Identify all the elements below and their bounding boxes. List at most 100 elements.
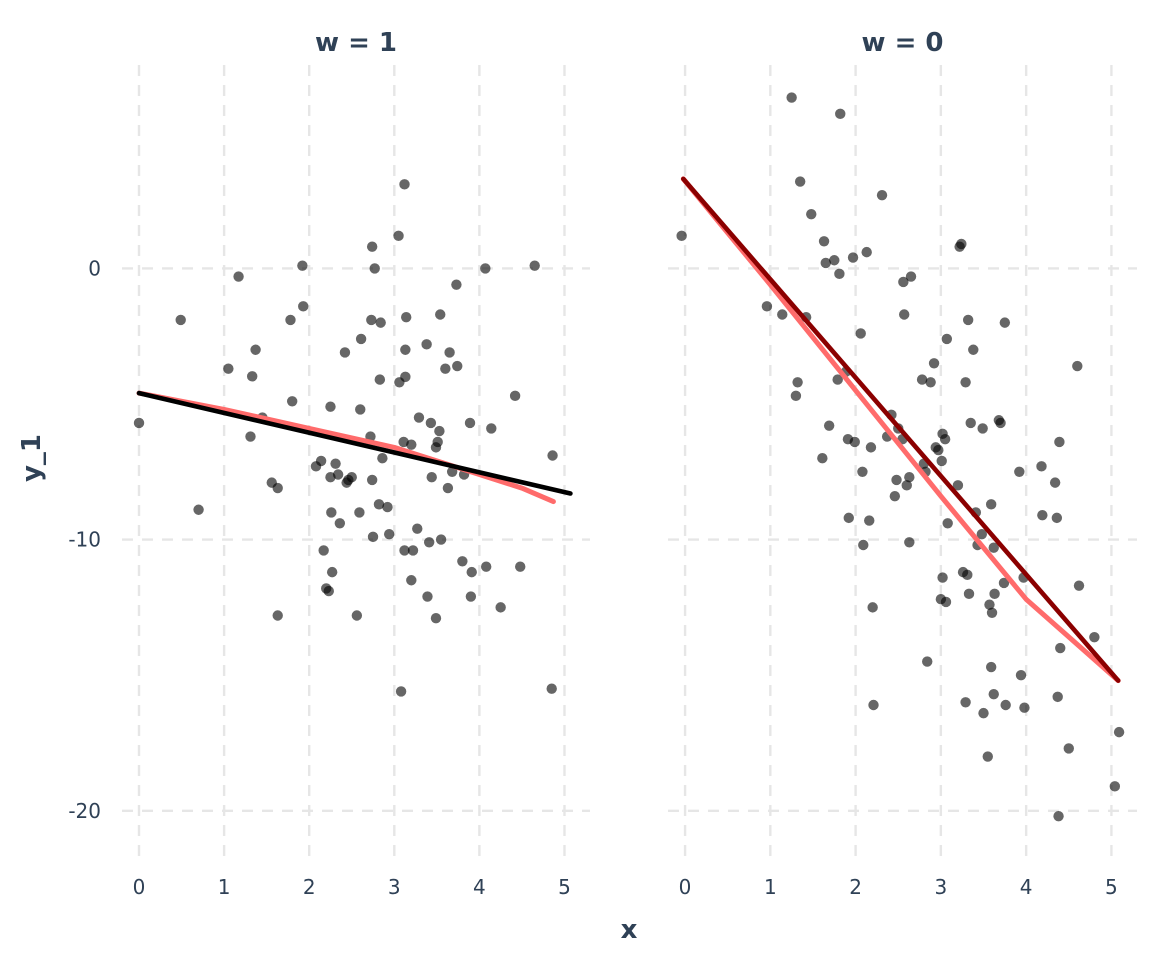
data-point bbox=[835, 108, 846, 120]
data-point bbox=[823, 420, 835, 431]
data-point bbox=[985, 499, 997, 510]
data-point bbox=[407, 545, 419, 556]
data-point bbox=[547, 450, 558, 461]
data-point bbox=[377, 453, 388, 464]
x-tick-label: 1 bbox=[764, 875, 777, 899]
data-point bbox=[942, 518, 953, 529]
data-point bbox=[858, 539, 869, 551]
data-point bbox=[985, 661, 997, 673]
data-point bbox=[515, 561, 526, 572]
data-point bbox=[334, 518, 346, 529]
data-point bbox=[435, 309, 446, 320]
data-point bbox=[1015, 669, 1027, 681]
x-tick-label: 2 bbox=[849, 875, 862, 899]
smooth-fit-line bbox=[680, 176, 1121, 684]
data-point bbox=[1000, 699, 1011, 711]
data-point bbox=[495, 602, 506, 613]
data-point bbox=[898, 276, 909, 288]
data-point bbox=[1072, 360, 1083, 372]
data-point bbox=[369, 263, 380, 274]
smooth-fit-line bbox=[136, 390, 556, 505]
data-point bbox=[480, 561, 492, 572]
data-point bbox=[529, 260, 540, 271]
data-point bbox=[956, 238, 967, 250]
data-point bbox=[1113, 726, 1125, 738]
data-point bbox=[1036, 461, 1047, 472]
x-tick-label: 2 bbox=[303, 875, 316, 899]
data-point bbox=[298, 301, 309, 312]
data-point bbox=[367, 531, 379, 543]
data-point bbox=[999, 317, 1011, 328]
data-point bbox=[867, 602, 878, 613]
data-point bbox=[904, 537, 915, 548]
data-point bbox=[399, 545, 410, 556]
data-point bbox=[1037, 509, 1048, 521]
data-point bbox=[847, 252, 859, 263]
data-point bbox=[330, 458, 341, 469]
data-point bbox=[355, 404, 366, 415]
data-point bbox=[861, 246, 872, 258]
data-point bbox=[223, 363, 234, 374]
data-point bbox=[998, 577, 1010, 589]
data-point bbox=[676, 230, 687, 242]
data-point bbox=[466, 566, 477, 578]
data-point bbox=[968, 344, 979, 355]
data-point bbox=[786, 92, 797, 103]
data-point bbox=[245, 431, 256, 442]
data-point bbox=[250, 344, 261, 355]
data-point bbox=[465, 591, 477, 602]
linear-fit-line bbox=[681, 176, 1121, 683]
data-point bbox=[401, 312, 412, 323]
data-point bbox=[399, 179, 410, 190]
data-point bbox=[434, 425, 445, 437]
data-point bbox=[406, 575, 417, 586]
data-point bbox=[374, 374, 386, 385]
data-point bbox=[325, 401, 336, 412]
data-point bbox=[480, 263, 491, 274]
data-point bbox=[928, 358, 940, 369]
data-point bbox=[286, 396, 298, 407]
data-point bbox=[962, 314, 974, 326]
data-point bbox=[889, 490, 901, 502]
panel-1: 0 1 2 3 4 5 w = 0 bbox=[668, 28, 1137, 899]
data-point bbox=[246, 371, 258, 382]
data-point bbox=[857, 466, 868, 477]
data-point bbox=[984, 599, 995, 610]
x-axis-title: x bbox=[621, 915, 638, 945]
data-point bbox=[834, 268, 845, 280]
data-point bbox=[425, 417, 437, 429]
data-point bbox=[546, 683, 557, 694]
data-point bbox=[351, 610, 363, 621]
data-point bbox=[233, 271, 244, 282]
x-tick-label: 0 bbox=[133, 875, 146, 899]
data-point bbox=[790, 390, 802, 402]
data-point bbox=[272, 610, 283, 621]
data-point bbox=[457, 556, 468, 567]
data-point bbox=[1051, 512, 1063, 524]
data-point bbox=[383, 528, 395, 540]
data-point bbox=[891, 474, 902, 486]
data-point bbox=[193, 504, 204, 515]
x-tick-label: 1 bbox=[218, 875, 231, 899]
data-point bbox=[413, 412, 425, 423]
data-point bbox=[901, 480, 912, 491]
data-point bbox=[1073, 580, 1085, 591]
data-point bbox=[326, 566, 338, 578]
x-tick-label: 4 bbox=[473, 875, 486, 899]
data-point bbox=[400, 371, 411, 383]
data-point bbox=[988, 542, 999, 553]
data-point bbox=[509, 390, 521, 402]
y-tick-label: -20 bbox=[68, 799, 101, 823]
x-tick-label: 4 bbox=[1020, 875, 1033, 899]
data-point bbox=[486, 423, 497, 434]
data-point bbox=[442, 482, 454, 494]
data-point bbox=[366, 474, 378, 486]
y-tick-label: -10 bbox=[68, 528, 101, 552]
y-tick-label: 0 bbox=[88, 256, 101, 280]
data-point bbox=[444, 347, 455, 358]
data-point bbox=[395, 686, 407, 697]
data-point bbox=[933, 444, 944, 456]
data-point bbox=[452, 360, 463, 372]
panel-title: w = 0 bbox=[862, 28, 944, 58]
